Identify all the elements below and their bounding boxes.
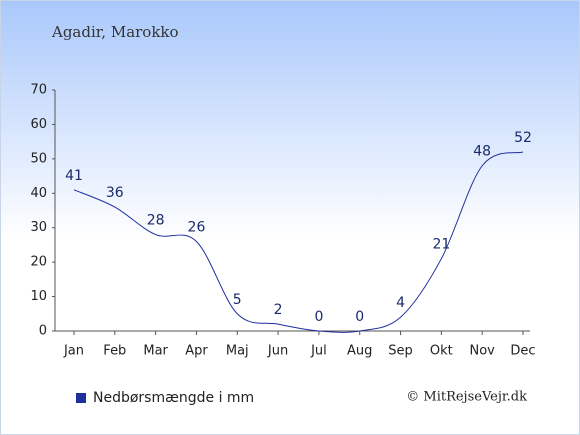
- x-tick-label: Maj: [226, 344, 249, 359]
- y-tick-label: 0: [39, 324, 47, 339]
- data-label: 2: [274, 302, 283, 318]
- data-label: 21: [432, 237, 450, 253]
- data-label: 4: [396, 295, 405, 311]
- y-tick-label: 20: [30, 255, 47, 270]
- data-label: 28: [147, 213, 165, 229]
- x-tick-label: Okt: [430, 344, 453, 359]
- data-label: 48: [473, 144, 491, 160]
- data-label: 5: [233, 292, 242, 308]
- x-tick-label: Jan: [63, 344, 84, 359]
- y-tick-label: 50: [30, 151, 47, 166]
- y-tick-label: 40: [30, 186, 47, 201]
- legend-label: Nedbørsmængde i mm: [93, 390, 254, 406]
- x-tick-label: Nov: [469, 344, 495, 359]
- x-tick-label: Sep: [388, 344, 413, 359]
- x-tick-label: Mar: [143, 344, 168, 359]
- credit: © MitRejseVejr.dk: [406, 390, 527, 405]
- chart-title: Agadir, Marokko: [51, 23, 179, 41]
- x-tick-label: Apr: [185, 344, 208, 359]
- data-label: 36: [106, 185, 124, 201]
- legend-marker: [76, 393, 86, 403]
- data-label: 0: [355, 309, 364, 325]
- x-tick-label: Feb: [103, 344, 126, 359]
- data-label: 41: [65, 168, 83, 184]
- x-tick-label: Jul: [310, 344, 327, 359]
- data-label: 0: [314, 309, 323, 325]
- data-label: 52: [514, 130, 532, 146]
- y-tick-label: 70: [30, 83, 47, 98]
- y-tick-label: 30: [30, 220, 47, 235]
- y-tick-label: 60: [30, 117, 47, 132]
- data-label: 26: [188, 219, 206, 235]
- x-tick-label: Dec: [510, 344, 535, 359]
- line: [73, 151, 524, 333]
- x-tick-label: Jun: [267, 344, 288, 359]
- y-tick-label: 10: [30, 289, 47, 304]
- x-tick-label: Aug: [347, 344, 372, 359]
